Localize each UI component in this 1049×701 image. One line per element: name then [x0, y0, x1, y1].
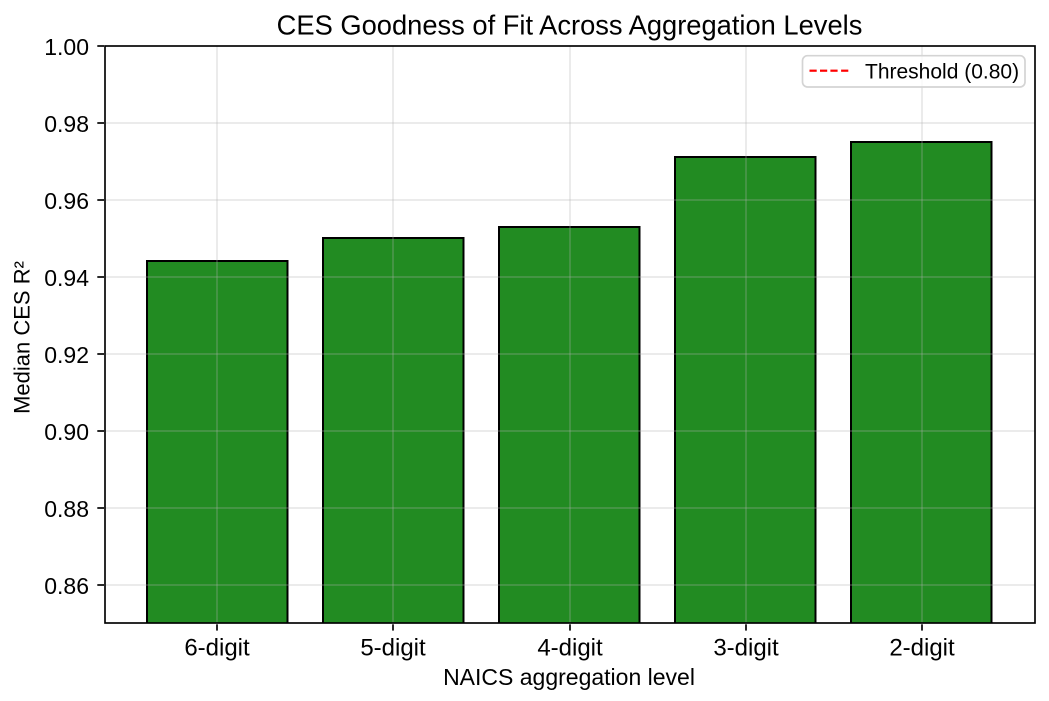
svg-text:0.92: 0.92 [44, 342, 89, 368]
svg-text:6-digit: 6-digit [184, 635, 250, 662]
svg-text:0.96: 0.96 [44, 188, 89, 214]
svg-text:2-digit: 2-digit [889, 635, 955, 662]
svg-text:CES Goodness of Fit Across Agg: CES Goodness of Fit Across Aggregation L… [277, 10, 863, 41]
svg-text:3-digit: 3-digit [713, 635, 779, 662]
svg-text:0.88: 0.88 [44, 496, 89, 522]
svg-text:0.98: 0.98 [44, 111, 89, 137]
svg-text:Threshold (0.80): Threshold (0.80) [865, 61, 1019, 84]
svg-text:0.90: 0.90 [44, 419, 89, 445]
svg-text:Median CES R²: Median CES R² [10, 261, 35, 414]
svg-text:0.94: 0.94 [44, 265, 89, 291]
svg-text:NAICS aggregation level: NAICS aggregation level [443, 664, 695, 690]
svg-text:5-digit: 5-digit [360, 635, 426, 662]
svg-text:4-digit: 4-digit [537, 635, 603, 662]
svg-text:1.00: 1.00 [44, 34, 89, 60]
svg-text:0.86: 0.86 [44, 573, 89, 599]
